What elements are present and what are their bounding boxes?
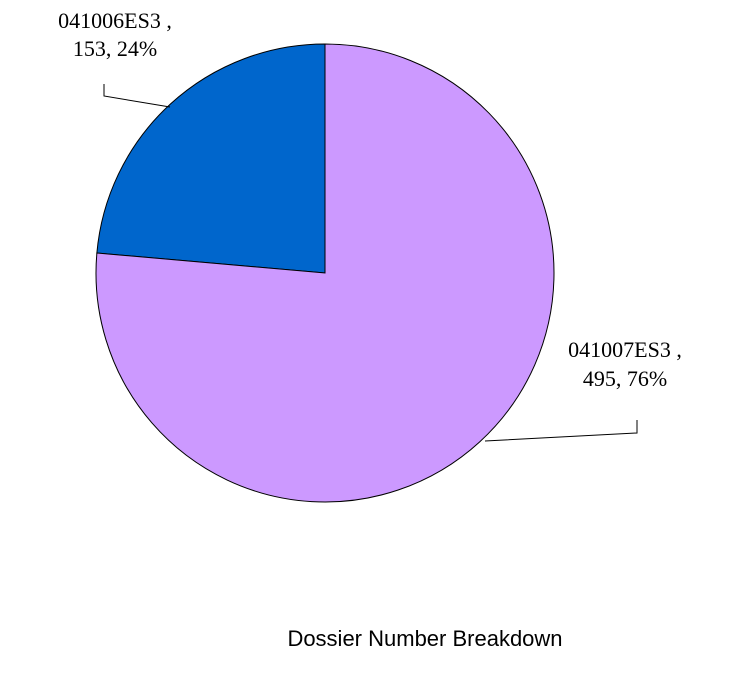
pie-slice (96, 43, 326, 274)
slice-label: 041007ES3 , (568, 337, 682, 362)
slice-value-label: 495, 76% (583, 366, 667, 391)
leader-line (103, 84, 171, 108)
leader-line (484, 420, 638, 442)
pie-slice (95, 43, 555, 503)
slice-label: 041006ES3 , (58, 8, 172, 33)
chart-title: Dossier Number Breakdown (287, 626, 562, 651)
slice-value-label: 153, 24% (73, 36, 157, 61)
